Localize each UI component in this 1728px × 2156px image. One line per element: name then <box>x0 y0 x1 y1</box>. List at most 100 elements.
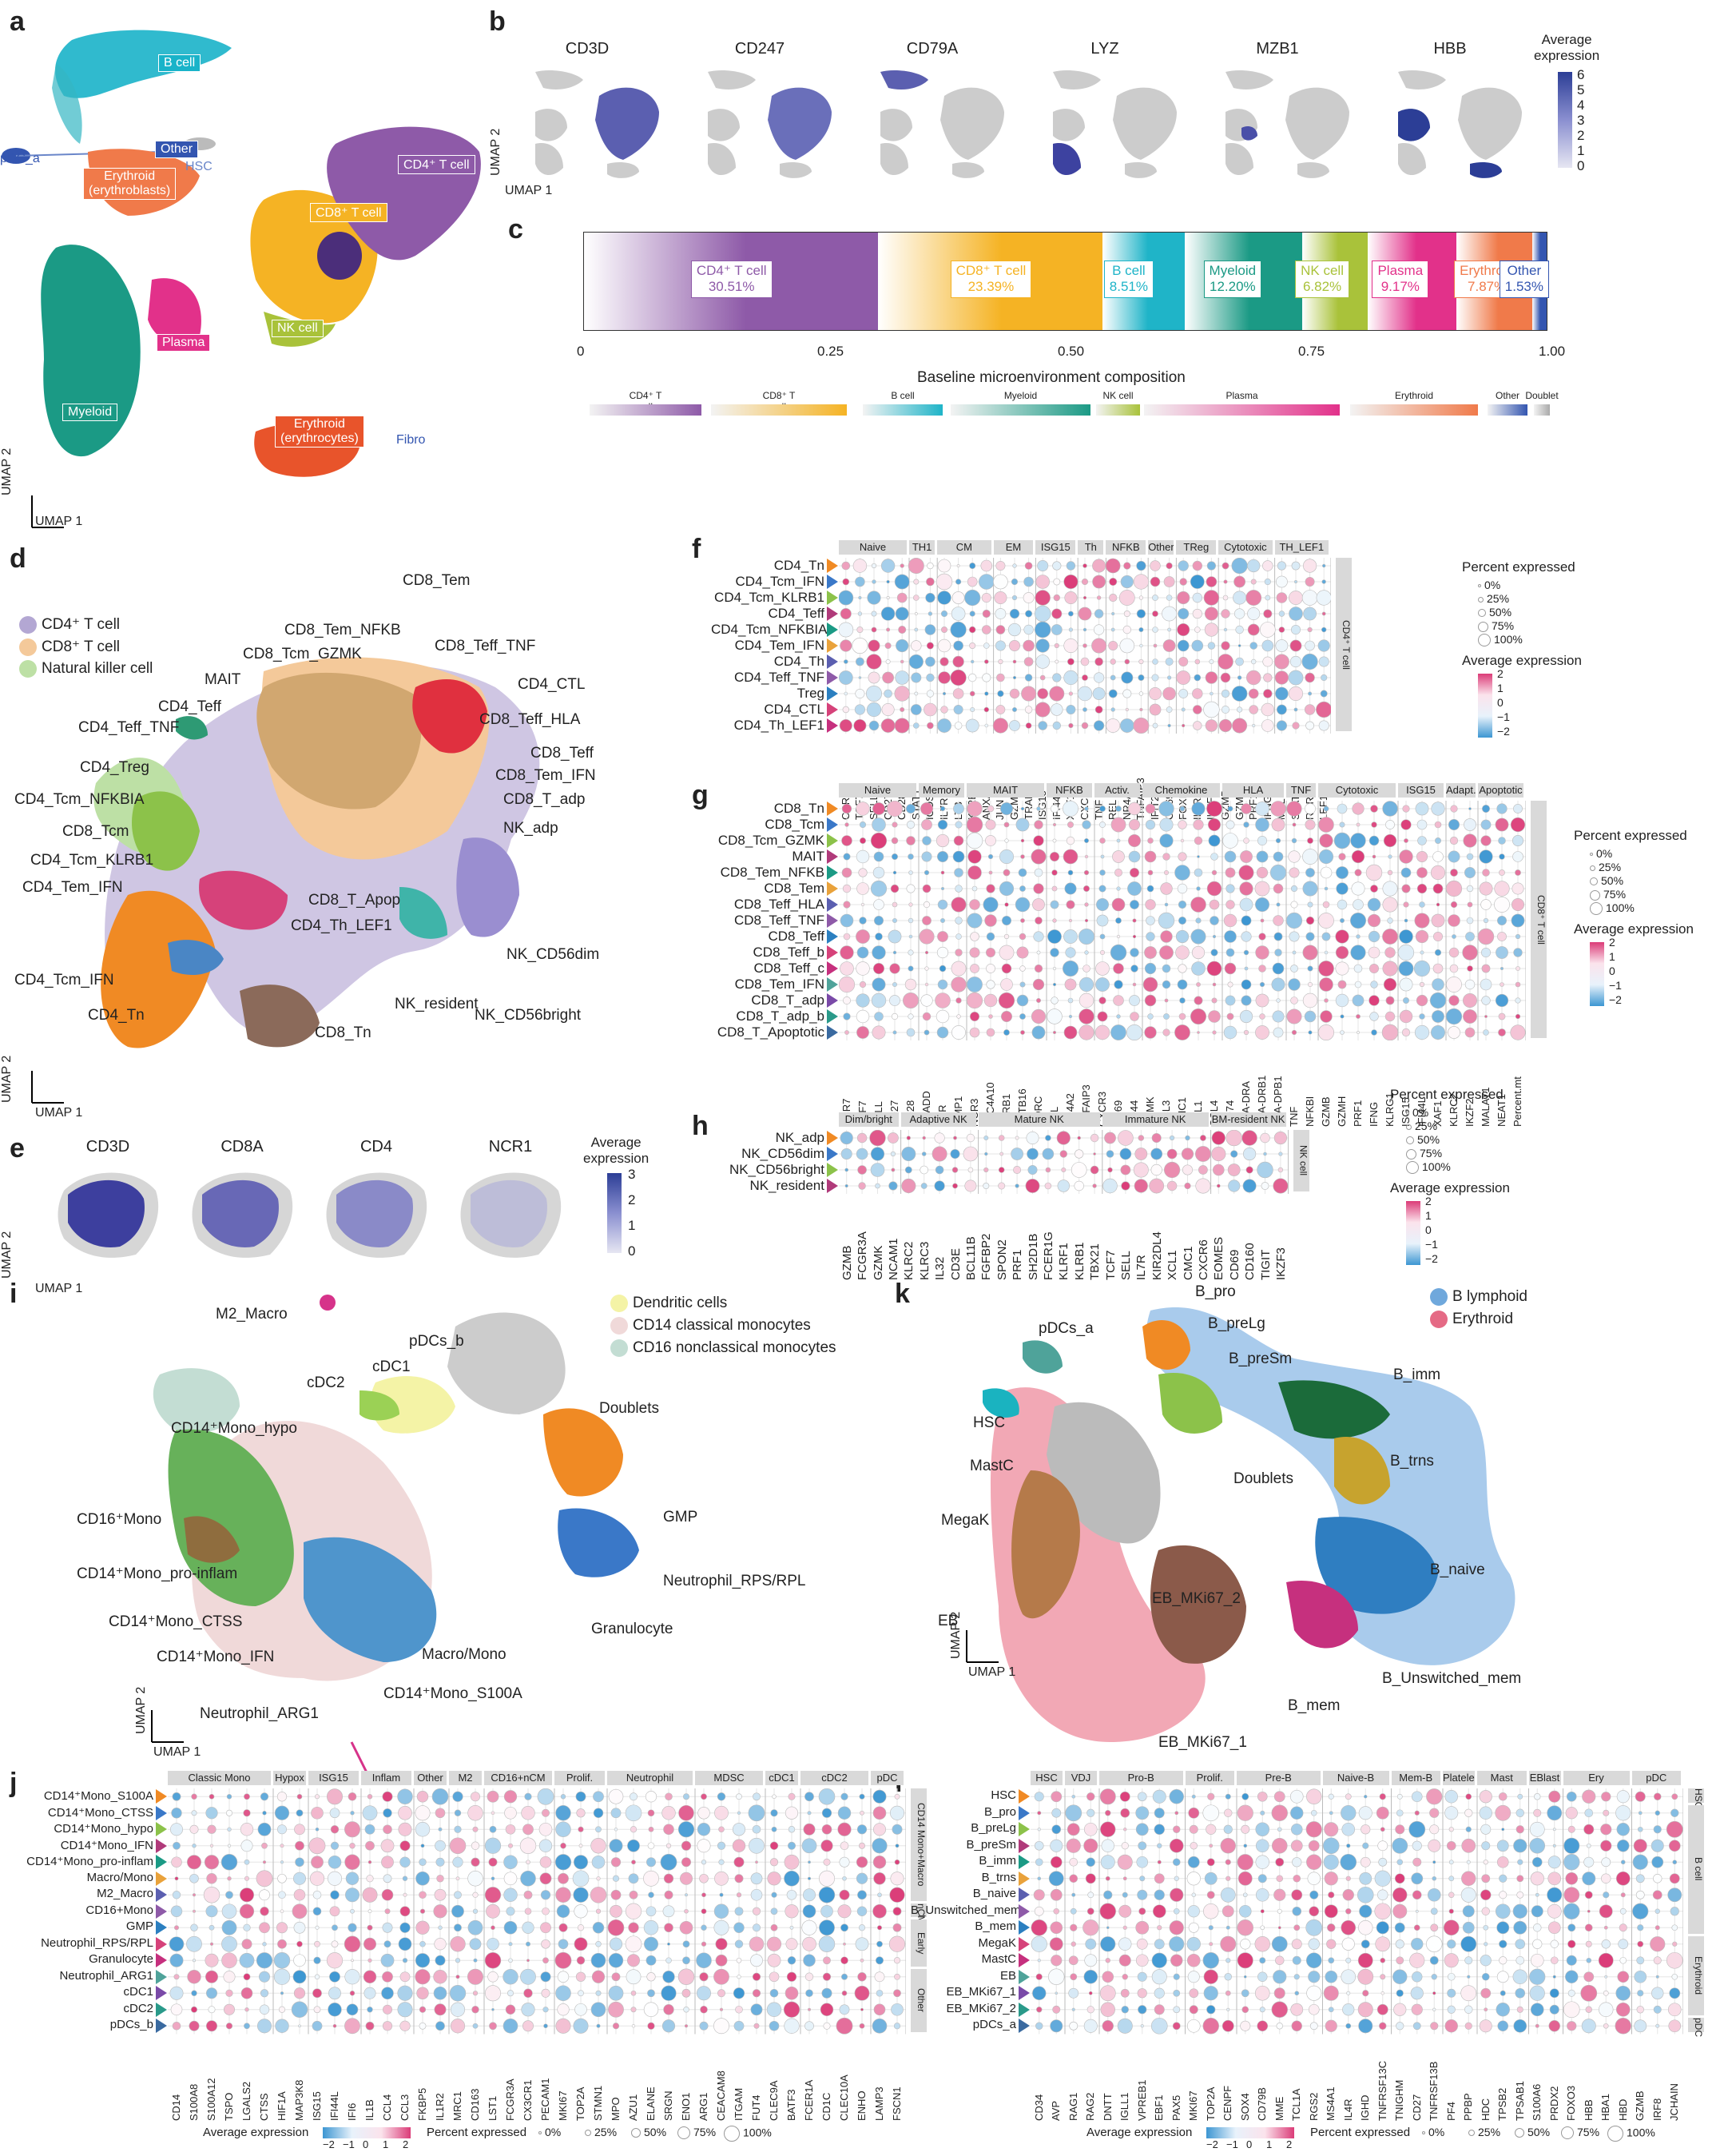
panel-g-dot <box>1292 822 1297 827</box>
panel-f-dot <box>1023 657 1034 666</box>
panel-h-dot <box>1102 1178 1118 1194</box>
panel-g-dot <box>1116 838 1121 843</box>
panel-g-dot <box>1147 1013 1154 1020</box>
panel-j-dot <box>542 1907 550 1915</box>
panel-l-dot <box>1122 1974 1128 1980</box>
panel-j-dot <box>737 1811 741 1815</box>
panel-j-dot <box>399 1971 411 1983</box>
panel-l-dot <box>1535 2023 1539 2028</box>
panel-f-dot <box>950 669 967 686</box>
panel-j-dot <box>523 1890 533 1899</box>
panel-j-dot <box>329 1808 340 1819</box>
panel-h-dot <box>1170 1135 1175 1141</box>
panel-f-dot <box>838 670 853 685</box>
panel-j-dot <box>699 2021 709 2031</box>
panel-f-dot <box>1066 561 1076 571</box>
panel-g-dot <box>1416 867 1428 878</box>
panel-g-dot <box>1382 929 1398 945</box>
panel-g-dot <box>1431 913 1445 928</box>
panel-g-dot <box>1484 1015 1488 1018</box>
composition-pct: 9.17% <box>1380 279 1420 295</box>
panel-g-dot <box>983 897 999 913</box>
panel-g-dot <box>940 870 945 875</box>
label-d-nk_cd56bright: NK_CD56bright <box>475 1007 582 1024</box>
panel-f-dot <box>1235 625 1244 634</box>
panel-l-dot <box>1483 1924 1489 1931</box>
gene-title-cd3d: CD3D <box>565 40 610 58</box>
panel-l-row-marker <box>1019 2002 1030 2017</box>
panel-l-dot <box>1415 1909 1419 1913</box>
palette-bar-3 <box>951 404 1090 416</box>
panel-l-dot <box>1173 2006 1181 2014</box>
panel-f-dot <box>865 686 882 702</box>
panel-l-dot <box>1533 1923 1542 1932</box>
mini-umap-lyz <box>1053 70 1177 178</box>
panel-h-dot <box>857 1165 867 1175</box>
panel-f-dot <box>911 672 922 683</box>
panel-j-dot <box>174 1925 180 1931</box>
panel-j-col-label: FCER1A <box>803 2079 815 2121</box>
panel-l-dot <box>1566 1955 1577 1966</box>
panel-g-dot <box>1035 917 1043 925</box>
panel-g-dot <box>1337 803 1348 814</box>
panel-label-k: k <box>895 1279 910 1309</box>
panel-l-dot <box>1306 1788 1322 1804</box>
panel-j-dot <box>554 1951 572 1969</box>
panel-g-dot <box>1068 918 1073 923</box>
panel-h-dot <box>1149 1178 1165 1194</box>
panel-g-dot <box>1432 932 1443 942</box>
panel-h-row-marker <box>827 1131 838 1145</box>
panel-g-row-label: CD8_Tcm <box>765 817 824 832</box>
panel-l-dot <box>1050 1839 1063 1852</box>
panel-g-dot <box>1036 998 1042 1004</box>
composition-name: NK cell <box>1301 263 1344 278</box>
panel-j-dot <box>593 1791 604 1803</box>
panel-j-dot <box>784 1854 800 1870</box>
panel-l-dot <box>1037 1876 1042 1881</box>
panel-f-dot <box>937 559 951 573</box>
panel-g-side-label: CD8⁺ T cell <box>1531 801 1547 1038</box>
panel-g-dot <box>1178 917 1186 925</box>
panel-f-dot <box>1178 560 1189 571</box>
panel-g-row-marker <box>827 881 838 896</box>
panel-j-dot <box>662 1905 675 1918</box>
panel-l-dot <box>1323 1854 1339 1870</box>
panel-g-dot <box>1273 915 1284 926</box>
panel-g-dot <box>1052 838 1057 843</box>
panel-g-dot <box>1255 817 1269 832</box>
panel-l-dot <box>1567 1825 1575 1833</box>
panel-f-dot <box>1082 595 1087 600</box>
panel-j-col-label: ELANE <box>645 2086 657 2121</box>
panel-l-dot <box>1034 1840 1044 1851</box>
panel-g-dot <box>1307 982 1313 988</box>
panel-j-dot <box>840 1792 848 1800</box>
panel-j-dot <box>822 1972 832 1981</box>
panel-f-dot <box>1123 562 1131 570</box>
panel-h-dot <box>1199 1135 1206 1141</box>
panel-j-dot <box>505 2004 516 2015</box>
panel-l-dot <box>1032 1986 1047 2000</box>
panel-j-dot <box>713 1919 729 1935</box>
composition-tick: 0 <box>577 344 585 359</box>
panel-g-dot <box>1208 834 1221 847</box>
panel-l-row-label: EB_MKi67_2 <box>946 2001 1016 2015</box>
panel-j-dot <box>173 1974 180 1980</box>
panel-l-dot <box>1049 1937 1063 1951</box>
panel-j-dot <box>715 1938 728 1951</box>
panel-g-dot <box>1084 854 1089 859</box>
mini-umap-mzb1 <box>1225 70 1349 178</box>
panel-l-dot <box>1410 1987 1424 2000</box>
panel-l-dot <box>1099 1903 1116 1919</box>
panel-g-dot <box>936 946 949 959</box>
panel-g-dot <box>1302 881 1318 897</box>
panel-f-dot <box>1138 595 1144 600</box>
panel-f-dot <box>1118 590 1135 606</box>
panel-j-dot <box>187 1970 201 1984</box>
panel-f-dot <box>1223 627 1228 632</box>
panel-l-dot <box>1653 1825 1662 1834</box>
panel-l-dot <box>1225 1859 1231 1865</box>
panel-j-dot <box>415 1805 431 1821</box>
panel-j-dot <box>785 1806 799 1820</box>
panel-g-dot <box>1515 1013 1521 1020</box>
panel-l-dot <box>1240 2020 1251 2031</box>
